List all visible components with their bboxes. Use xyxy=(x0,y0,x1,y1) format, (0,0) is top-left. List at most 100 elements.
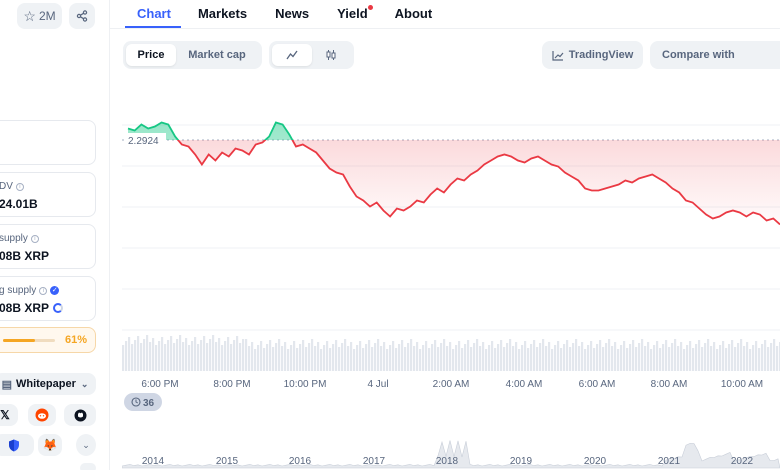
volume-bar xyxy=(371,347,374,371)
volume-bar xyxy=(518,349,521,371)
volume-bar xyxy=(356,345,359,371)
year-tick-label: 2014 xyxy=(142,456,165,467)
volume-bar xyxy=(680,342,683,371)
github-link[interactable] xyxy=(64,404,96,426)
volume-bar xyxy=(647,342,650,371)
time-tick-label: 4:00 AM xyxy=(506,379,543,390)
year-axis: 2014 2015 2016 2017 2018 2019 2020 2021 2022 xyxy=(142,456,754,467)
share-button[interactable] xyxy=(69,3,95,29)
volume-bar xyxy=(713,342,716,371)
tab-chart[interactable]: Chart xyxy=(125,0,181,28)
volume-bar xyxy=(698,340,701,371)
volume-bar xyxy=(407,343,410,371)
volume-bar xyxy=(530,344,533,371)
volume-bar xyxy=(230,344,233,371)
volume-bar xyxy=(209,339,212,371)
price-area-below xyxy=(128,140,780,225)
tab-news[interactable]: News xyxy=(275,6,310,21)
volume-bar xyxy=(464,344,467,371)
volume-bar xyxy=(635,347,638,371)
volume-bar xyxy=(284,342,287,371)
supply-progress-track xyxy=(3,339,55,342)
range-navigator-chart[interactable] xyxy=(122,440,780,469)
volume-bar xyxy=(380,346,383,371)
security-audit-link[interactable] xyxy=(0,434,34,456)
volume-bar xyxy=(677,346,680,371)
volume-bar xyxy=(158,341,161,371)
tradingview-button[interactable]: TradingView xyxy=(542,41,643,69)
history-badge[interactable]: 36 xyxy=(124,393,162,411)
volume-bar xyxy=(395,348,398,371)
metamask-fox-icon: 🦊 xyxy=(42,438,58,452)
volume-bar xyxy=(140,343,143,371)
volume-bar xyxy=(125,341,128,371)
watchlist-button[interactable]: ☆ 2M xyxy=(17,3,62,29)
year-tick-label: 2017 xyxy=(363,456,386,467)
info-icon[interactable]: i xyxy=(30,234,39,243)
volume-bar xyxy=(173,343,176,371)
volume-bar xyxy=(521,345,524,371)
metamask-button[interactable]: 🦊 xyxy=(38,434,62,456)
info-icon[interactable]: i xyxy=(15,182,24,191)
volume-bar xyxy=(134,340,137,371)
volume-bar xyxy=(278,339,281,371)
volume-bar xyxy=(725,348,728,371)
volume-bar xyxy=(707,339,710,371)
volume-bar xyxy=(500,340,503,371)
volume-bar xyxy=(524,341,527,371)
volume-bar xyxy=(152,338,155,371)
volume-bar xyxy=(185,338,188,371)
compare-with-select[interactable]: Compare with xyxy=(650,41,780,69)
year-tick-label: 2018 xyxy=(436,456,459,467)
volume-bar xyxy=(302,340,305,371)
volume-bar xyxy=(467,340,470,371)
whitepaper-button[interactable]: ▤ Whitepaper ⌄ xyxy=(0,373,96,395)
marketcap-toggle-button[interactable]: Market cap xyxy=(188,49,246,61)
time-tick-label: 6:00 PM xyxy=(141,379,178,390)
volume-bar xyxy=(590,341,593,371)
price-toggle-button[interactable]: Price xyxy=(126,44,176,66)
volume-bar xyxy=(410,339,413,371)
stat-label-row: supply i xyxy=(0,233,39,244)
line-chart-button[interactable] xyxy=(272,44,312,66)
volume-bar xyxy=(437,347,440,371)
tab-about[interactable]: About xyxy=(394,6,433,21)
info-icon[interactable]: i xyxy=(39,286,48,295)
volume-bar xyxy=(263,348,266,371)
volume-bar xyxy=(482,342,485,371)
content-tabs: Chart Markets News Yield About xyxy=(124,0,432,28)
volume-bar xyxy=(746,342,749,371)
price-chart[interactable]: 2.2924 6:00 PM 8:00 PM 10:00 PM 4 Jul 2:00 A… xyxy=(122,80,780,470)
tab-yield[interactable]: Yield xyxy=(337,0,373,28)
volume-bar xyxy=(401,340,404,371)
volume-bar xyxy=(374,343,377,371)
volume-bar xyxy=(773,339,776,371)
volume-bar xyxy=(740,339,743,371)
volume-bar xyxy=(458,341,461,371)
reddit-icon xyxy=(35,408,49,422)
stat-label: DV xyxy=(0,181,13,192)
volume-bar xyxy=(569,347,572,371)
stat-label: g supply xyxy=(0,285,37,296)
x-social-link[interactable]: 𝕏 xyxy=(0,404,18,426)
overflow-button[interactable] xyxy=(80,463,96,470)
volume-bar xyxy=(704,343,707,371)
volume-bar xyxy=(248,346,251,371)
reddit-link[interactable] xyxy=(28,404,56,426)
volume-bar xyxy=(536,347,539,371)
volume-bar xyxy=(290,345,293,371)
volume-bar xyxy=(575,339,578,371)
volume-bar xyxy=(767,347,770,371)
tab-markets[interactable]: Markets xyxy=(197,6,248,21)
more-links-button[interactable]: ⌄ xyxy=(76,434,96,456)
volume-bar xyxy=(269,340,272,371)
reference-label-bg xyxy=(124,133,166,147)
volume-bar xyxy=(155,345,158,371)
candlestick-chart-button[interactable] xyxy=(312,44,350,66)
volume-bar xyxy=(710,346,713,371)
volume-bar xyxy=(557,341,560,371)
volume-bar xyxy=(182,342,185,371)
volume-bar xyxy=(566,340,569,371)
volume-bar xyxy=(755,341,758,371)
